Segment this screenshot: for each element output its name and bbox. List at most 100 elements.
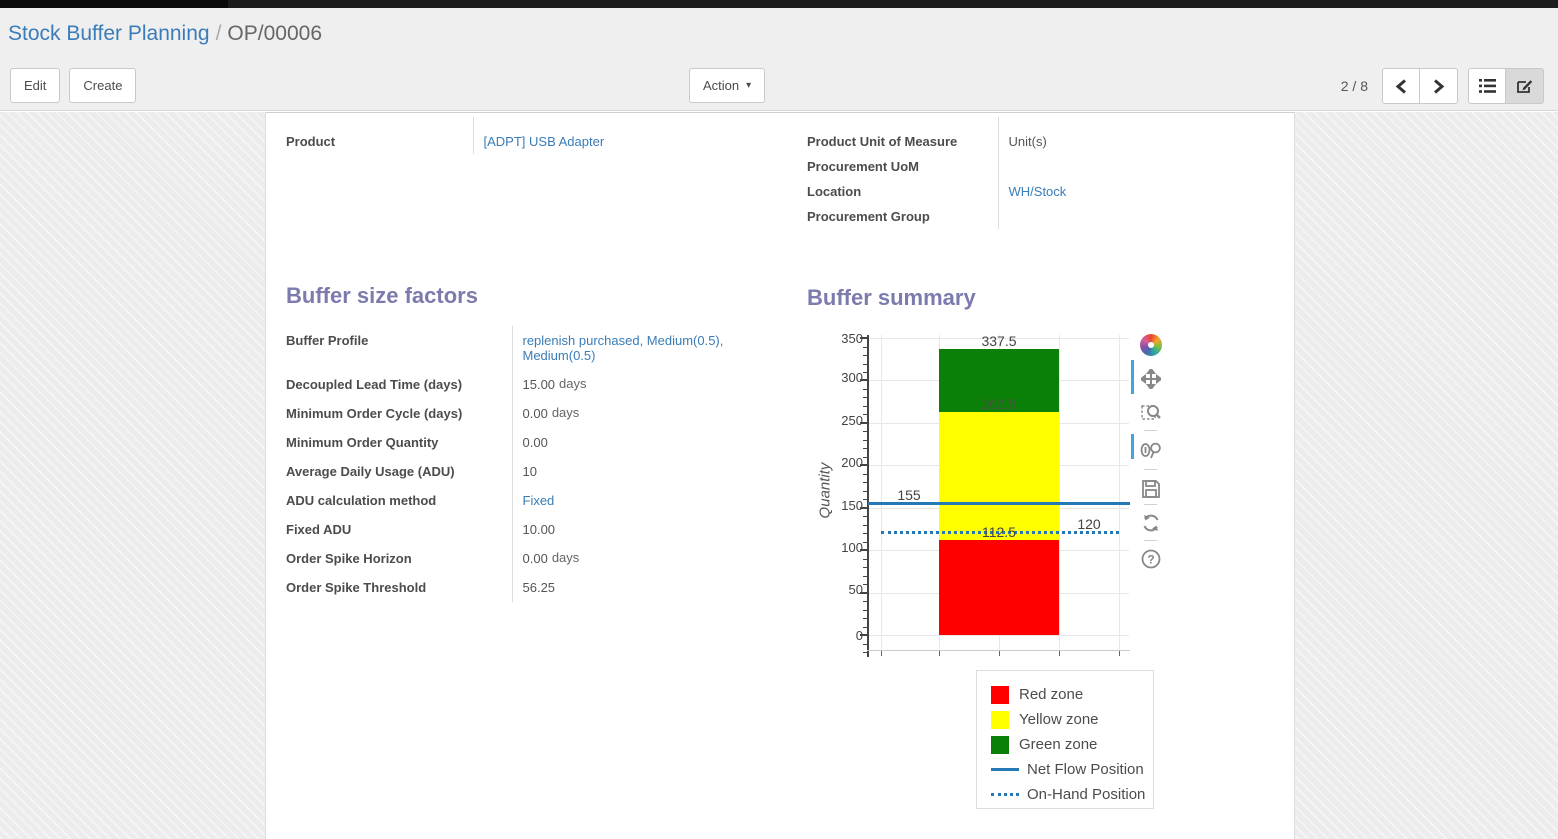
legend-item-on-hand[interactable]: On-Hand Position: [991, 782, 1153, 807]
product-field-label: Product: [286, 134, 336, 149]
dotted-line-icon: [991, 793, 1019, 796]
zoom-in-out-icon[interactable]: [1140, 440, 1162, 462]
tick-major: [860, 421, 867, 424]
field-row-dlt: Decoupled Lead Time (days) 15.00 days: [286, 370, 764, 399]
red-swatch-icon: [991, 685, 1009, 704]
save-icon[interactable]: [1140, 478, 1162, 500]
chevron-down-icon: ▾: [746, 80, 752, 91]
box-zoom-icon[interactable]: [1140, 401, 1162, 423]
breadcrumb-parent-link[interactable]: Stock Buffer Planning: [8, 22, 210, 45]
tick-minor: [863, 388, 867, 390]
next-page-button[interactable]: [1420, 68, 1458, 104]
grid-v: [881, 335, 882, 650]
product-field-group: Product [ADPT] USB Adapter: [286, 117, 773, 154]
y-tick-300: 300: [841, 370, 863, 385]
grid-v: [1119, 335, 1120, 650]
field-row-adu: Average Daily Usage (ADU) 10: [286, 457, 764, 486]
spike-horizon-suffix: days: [551, 550, 580, 565]
procurement-group-label: Procurement Group: [807, 209, 930, 224]
legend-item-net-flow[interactable]: Net Flow Position: [991, 757, 1153, 782]
next-page-icon: [1434, 78, 1445, 94]
on-hand-value-label: 120: [1077, 516, 1101, 532]
y-tick-50: 50: [848, 582, 863, 597]
breadcrumb-separator: /: [215, 22, 222, 45]
form-view-icon: [1516, 80, 1532, 93]
y-tick-350: 350: [841, 331, 863, 346]
tick-minor: [863, 490, 867, 492]
tick-minor: [863, 618, 867, 619]
moq-label: Minimum Order Quantity: [286, 435, 439, 450]
tick-minor: [863, 482, 867, 484]
legend-item-yellow-zone[interactable]: Yellow zone: [991, 707, 1153, 732]
control-panel: Stock Buffer Planning / OP/00006 Edit Crea…: [0, 8, 1558, 111]
tick-x: [1059, 651, 1060, 656]
tick-minor: [863, 499, 867, 501]
tick-minor: [863, 533, 867, 535]
field-row-location: Location WH/Stock: [807, 179, 1276, 204]
y-axis-line: [867, 335, 869, 657]
location-value-link[interactable]: WH/Stock: [1008, 184, 1067, 199]
pan-icon[interactable]: [1140, 368, 1162, 390]
yellow-zone-bar: [939, 412, 1059, 540]
tick-minor: [863, 397, 867, 399]
green-top-value-label: 337.5: [981, 333, 1017, 349]
tick-minor: [863, 363, 867, 365]
tick-minor: [863, 516, 867, 518]
tick-minor: [863, 346, 867, 348]
edit-button[interactable]: Edit: [10, 68, 61, 103]
field-row-spike-threshold: Order Spike Threshold 56.25: [286, 573, 764, 602]
yellow-top-value-label: 262.5: [981, 396, 1017, 412]
svg-text:?: ?: [1147, 553, 1154, 567]
previous-page-button[interactable]: [1382, 68, 1420, 104]
form-view-button[interactable]: [1506, 68, 1544, 104]
tick-major: [860, 549, 867, 552]
tick-minor: [863, 558, 867, 560]
procurement-uom-label: Procurement UoM: [807, 159, 919, 174]
buffer-factors-group: Buffer Profile replenish purchased, Medi…: [286, 326, 764, 602]
green-zone-bar: [939, 348, 1059, 412]
legend-item-green-zone[interactable]: Green zone: [991, 732, 1153, 757]
fixed-adu-label: Fixed ADU: [286, 522, 352, 537]
buffer-summary-chart: Quantity 350 300 250 200 150 100 50 0 33…: [811, 331, 1201, 667]
tick-minor: [863, 448, 867, 450]
create-button[interactable]: Create: [69, 68, 137, 103]
tick-minor: [863, 414, 867, 416]
y-tick-0: 0: [827, 628, 863, 643]
legend-label: Red zone: [1019, 686, 1084, 703]
tick-major: [860, 337, 867, 339]
buffer-profile-value-link[interactable]: replenish purchased, Medium(0.5), Medium…: [522, 333, 724, 363]
x-axis-line: [867, 650, 1130, 651]
field-row-product-uom: Product Unit of Measure Unit(s): [807, 129, 1276, 154]
tick-minor: [863, 524, 867, 526]
breadcrumb-current: OP/00006: [227, 22, 322, 45]
moq-value: 0.00: [522, 435, 548, 450]
red-zone-bar: [939, 539, 1059, 635]
tick-minor: [863, 626, 867, 628]
legend-item-red-zone[interactable]: Red zone: [991, 682, 1153, 707]
field-row-adu-method: ADU calculation method Fixed: [286, 486, 764, 515]
tick-minor: [863, 456, 867, 458]
top-navbar-edge-segment: [0, 0, 228, 8]
spike-threshold-value: 56.25: [522, 580, 556, 595]
tick-major: [860, 591, 867, 594]
list-view-button[interactable]: [1468, 68, 1506, 104]
tick-major: [860, 379, 867, 382]
adu-method-value-link[interactable]: Fixed: [522, 493, 555, 508]
action-dropdown-label: Action: [703, 78, 740, 93]
spike-horizon-label: Order Spike Horizon: [286, 551, 412, 566]
spike-horizon-value: 0.00: [522, 551, 548, 566]
procurement-field-group: Product Unit of Measure Unit(s) Procurem…: [807, 117, 1276, 229]
field-row-fixed-adu: Fixed ADU 10.00: [286, 515, 764, 544]
buffer-profile-label: Buffer Profile: [286, 333, 369, 348]
tick-minor: [863, 431, 867, 433]
product-value-link[interactable]: [ADPT] USB Adapter: [483, 134, 605, 149]
modebar-accent-bar: [1131, 434, 1134, 459]
net-flow-position-line: [868, 502, 1130, 505]
list-view-icon: [1478, 79, 1496, 93]
reset-axes-icon[interactable]: [1140, 512, 1162, 534]
action-dropdown-button[interactable]: Action ▾: [689, 68, 766, 103]
plotly-logo-icon[interactable]: [1140, 334, 1162, 356]
help-icon[interactable]: ?: [1140, 548, 1162, 570]
tick-x: [881, 651, 882, 656]
field-row-moc: Minimum Order Cycle (days) 0.00 days: [286, 399, 764, 428]
